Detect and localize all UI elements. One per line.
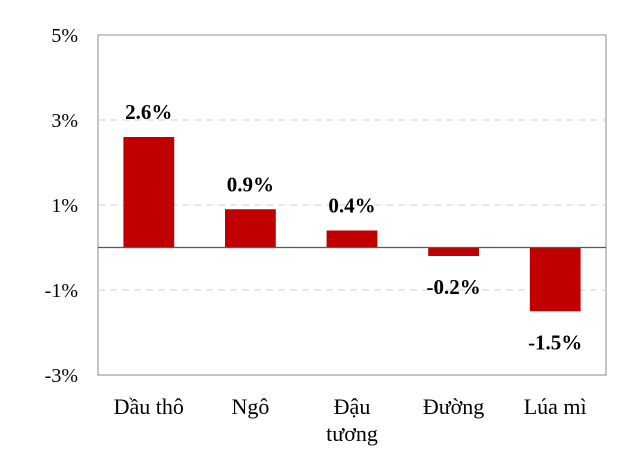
bar	[123, 137, 175, 248]
category-label: Dầu thô	[114, 394, 184, 419]
y-tick-label: 1%	[51, 195, 78, 217]
bars	[123, 137, 581, 312]
y-tick-label: -3%	[45, 365, 78, 387]
data-label: 0.4%	[328, 194, 375, 218]
y-tick-label: 3%	[51, 110, 78, 132]
bar	[326, 230, 378, 248]
data-labels: 2.6% 0.9% 0.4% -0.2% -1.5%	[125, 100, 582, 354]
data-label: -1.5%	[528, 330, 582, 354]
bar	[529, 247, 581, 312]
data-label: 0.9%	[227, 172, 274, 196]
category-label: Đường	[423, 394, 484, 419]
category-label: Ngô	[231, 394, 269, 419]
y-axis-ticks: 5% 3% 1% -1% -3%	[45, 25, 78, 387]
category-labels: Dầu thô Ngô Đậu tương Đường Lúa mì	[114, 394, 587, 446]
data-label: 2.6%	[125, 100, 172, 124]
y-tick-label: 5%	[51, 25, 78, 47]
category-label: Lúa mì	[524, 394, 587, 419]
y-tick-label: -1%	[45, 280, 78, 302]
bar	[428, 247, 479, 256]
gridlines	[98, 119, 606, 291]
bar	[225, 209, 276, 248]
category-label: Đậu tương	[326, 394, 378, 446]
data-label: -0.2%	[426, 275, 480, 299]
